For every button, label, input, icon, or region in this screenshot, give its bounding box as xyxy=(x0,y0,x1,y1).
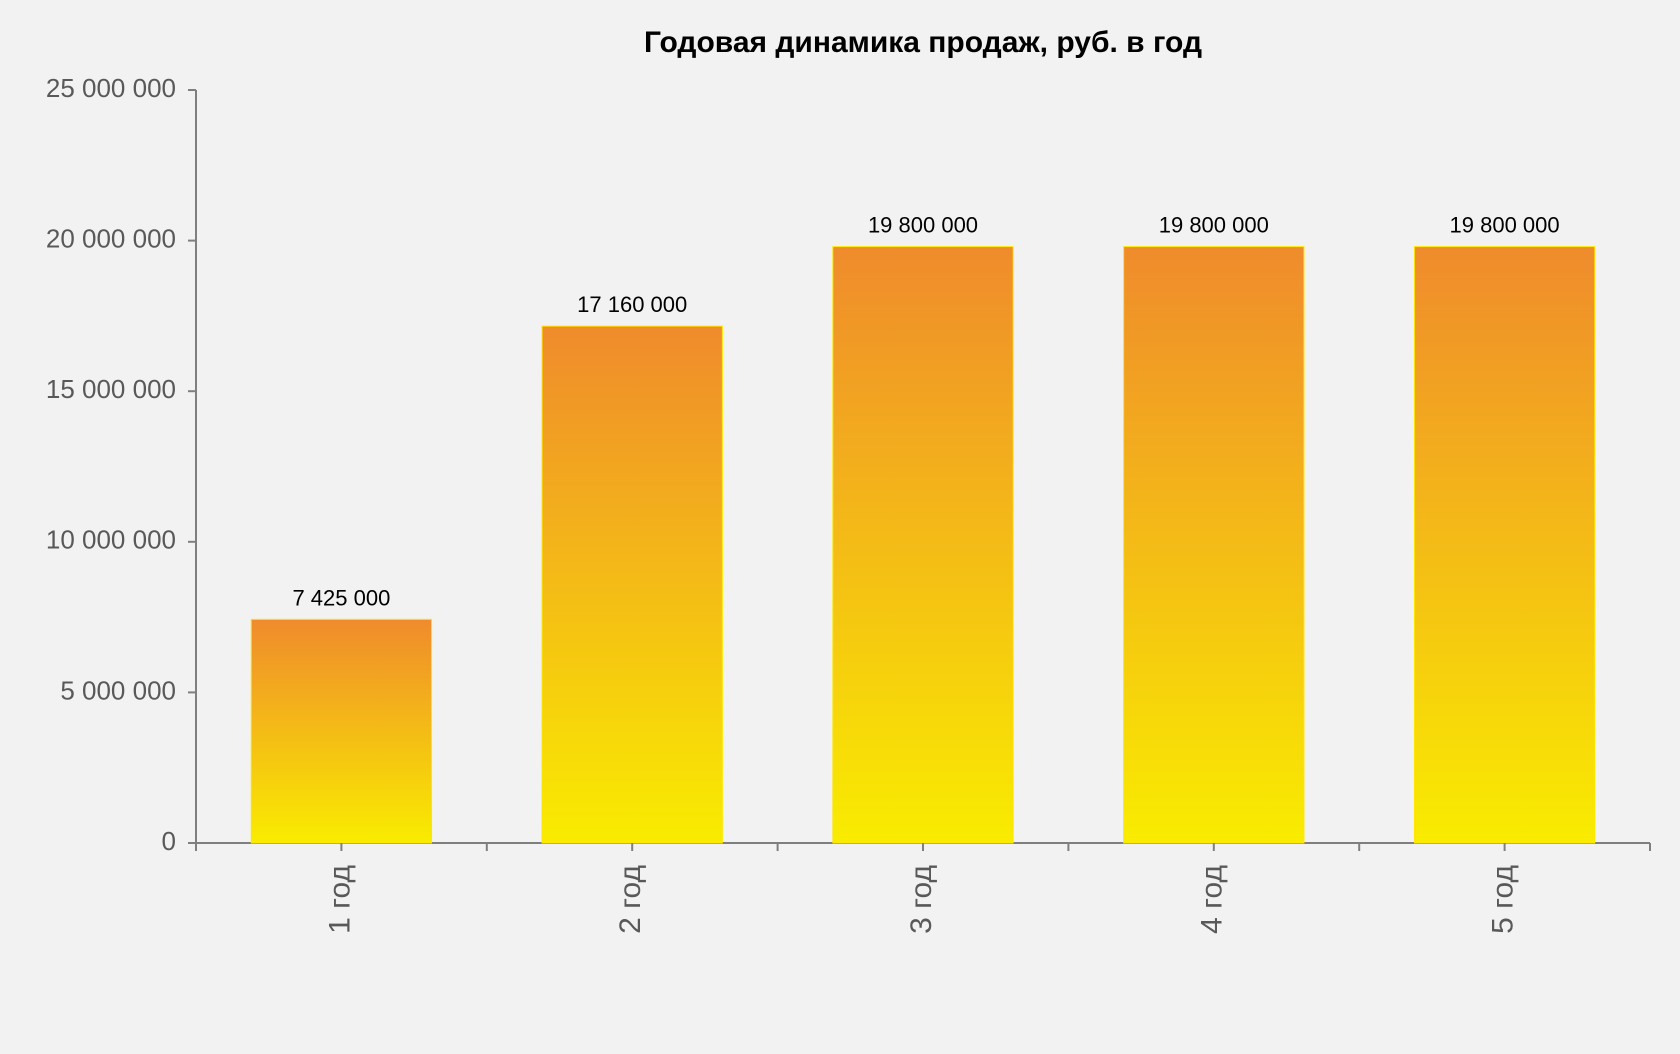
bar-chart: Годовая динамика продаж, руб. в год 0 5 00… xyxy=(0,0,1680,1054)
bar-value-label: 7 425 000 xyxy=(292,585,390,610)
bar-value-label: 19 800 000 xyxy=(1159,213,1269,238)
y-tick-label: 10 000 000 xyxy=(46,525,176,555)
bar xyxy=(1124,247,1304,843)
bar xyxy=(1414,247,1594,843)
y-tick-label: 0 xyxy=(162,826,176,856)
bar-value-label: 17 160 000 xyxy=(577,292,687,317)
x-tick-label: 4 год xyxy=(1196,865,1229,934)
y-tick-label: 15 000 000 xyxy=(46,374,176,404)
bar-value-label: 19 800 000 xyxy=(1450,213,1560,238)
bar xyxy=(251,619,431,843)
bar xyxy=(542,326,722,843)
y-tick-label: 20 000 000 xyxy=(46,223,176,253)
x-tick-label: 5 год xyxy=(1487,865,1520,934)
y-tick-label: 5 000 000 xyxy=(60,675,176,705)
chart-container: Годовая динамика продаж, руб. в год 0 5 00… xyxy=(0,0,1680,1054)
bar xyxy=(833,247,1013,843)
chart-title: Годовая динамика продаж, руб. в год xyxy=(644,26,1202,59)
y-tick-label: 25 000 000 xyxy=(46,73,176,103)
x-tick-label: 1 год xyxy=(323,865,356,934)
bar-value-label: 19 800 000 xyxy=(868,213,978,238)
x-tick-label: 2 год xyxy=(614,865,647,934)
x-tick-label: 3 год xyxy=(905,865,938,934)
